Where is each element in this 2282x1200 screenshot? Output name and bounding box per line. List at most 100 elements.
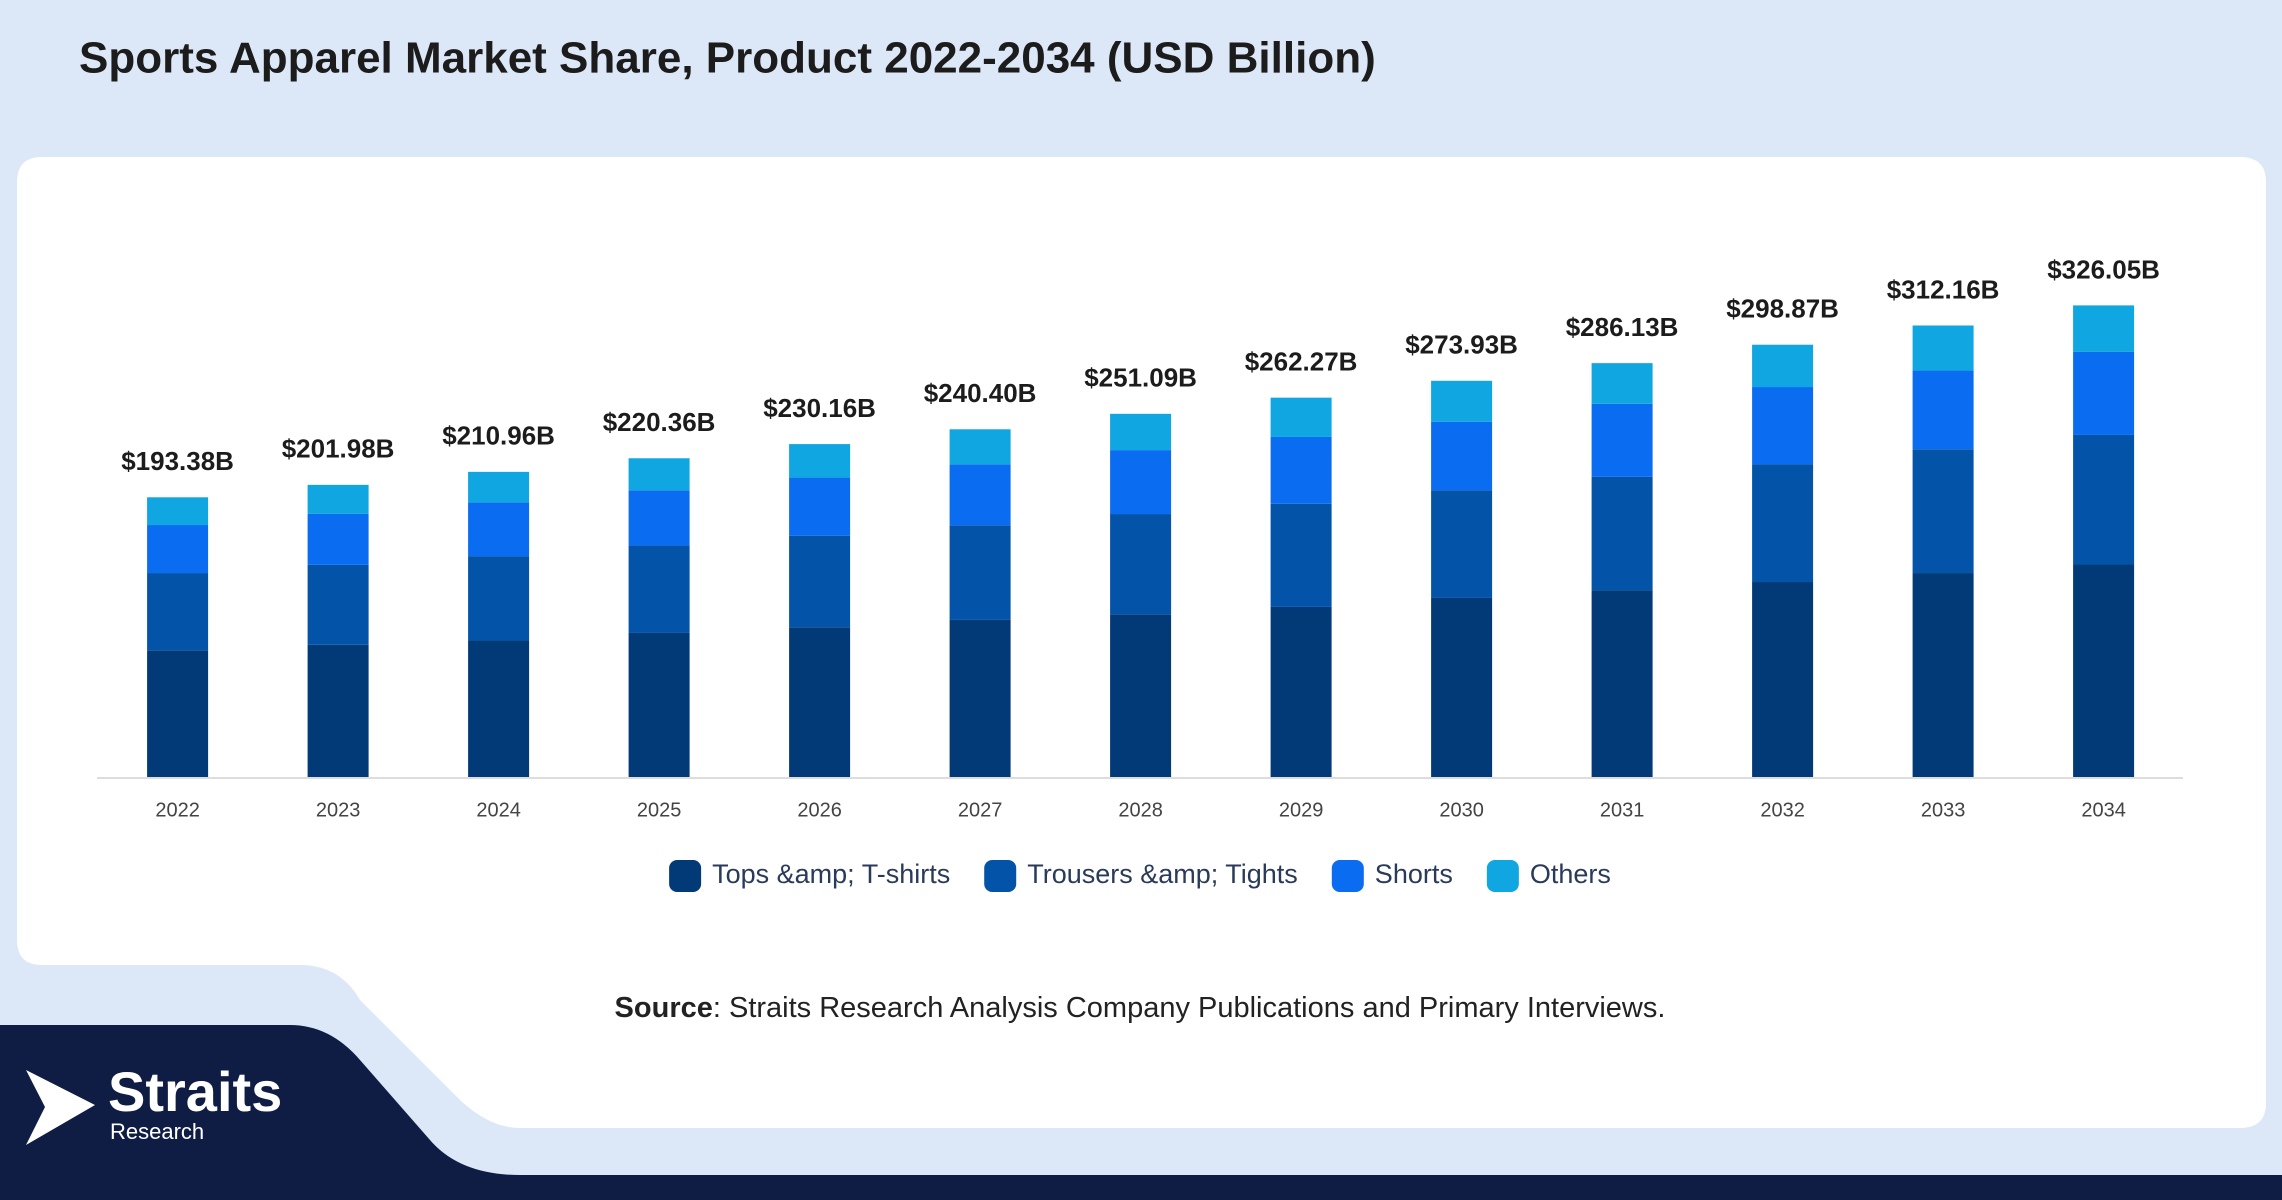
bar-segment [1110,450,1172,515]
total-label: $201.98B [282,434,395,464]
bar-segment [1912,573,1974,777]
bar-segment [468,556,530,641]
bar-segment [949,525,1011,620]
legend-item: Trousers &amp; Tights [984,859,1298,892]
x-tick-label: 2034 [2081,799,2126,821]
bar-segment [789,535,851,628]
bar-segment [1591,590,1653,777]
x-tick-label: 2028 [1118,799,1163,821]
legend-swatch [669,860,702,892]
source-label: Source [615,992,713,1024]
bar-segment [1270,606,1332,777]
total-label: $312.16B [1887,274,2000,304]
bar-segment [1591,403,1653,477]
bar-segment [1591,476,1653,591]
bar-segment [789,444,851,478]
legend-item: Shorts [1331,859,1453,892]
bar-segment [789,477,851,536]
bar-segment [307,513,369,565]
bar-segment [628,490,690,546]
bar-segment [147,573,209,651]
legend-swatch [1331,860,1364,892]
bar-segment [1270,503,1332,607]
bar-segment [1110,614,1172,777]
bar-segment [2073,434,2135,565]
x-tick-label: 2026 [797,799,842,821]
bar-segment [1431,490,1493,598]
legend-label: Others [1530,859,1611,889]
total-label: $193.38B [121,446,234,476]
x-tick-label: 2022 [155,799,200,821]
x-tick-label: 2029 [1279,799,1324,821]
bar-segment [1110,514,1172,615]
bar-segment [1591,363,1653,404]
logo-subtitle: Research [110,1119,204,1144]
bar-segment [628,632,690,777]
legend-label: Shorts [1375,859,1453,889]
legend-swatch [1486,860,1519,892]
total-label: $240.40B [924,378,1037,408]
bar-segment [628,545,690,633]
x-tick-label: 2023 [316,799,361,821]
bar-segment [1752,464,1814,583]
total-label: $273.93B [1405,330,1518,360]
total-label: $251.09B [1084,363,1197,393]
bar-segment [1752,344,1814,388]
bar-segment [1912,325,1974,371]
total-label: $220.36B [603,407,716,437]
footer-band [0,1025,2282,1200]
total-label: $262.27B [1245,347,1358,377]
bar-segment [949,464,1011,526]
bar-segment [1912,449,1974,574]
legend-label: Trousers &amp; Tights [1027,859,1298,889]
logo-name: Straits [108,1060,282,1123]
x-tick-label: 2031 [1600,799,1645,821]
source-text: : Straits Research Analysis Company Publ… [713,992,1666,1024]
total-label: $298.87B [1726,294,1839,324]
total-label: $230.16B [763,393,876,423]
total-label: $286.13B [1566,312,1679,342]
x-tick-label: 2024 [476,799,521,821]
legend-swatch [984,860,1017,892]
bar-segment [147,650,209,777]
bar-segment [468,502,530,557]
bar-segment [147,525,209,574]
bar-segment [949,619,1011,777]
bar-segment [2073,351,2135,435]
x-tick-label: 2033 [1921,799,1966,821]
legend-label: Tops &amp; T-shirts [712,859,950,889]
x-tick-label: 2027 [958,799,1003,821]
bar-segment [307,484,369,514]
bar-segment [789,627,851,777]
chart-title: Sports Apparel Market Share, Product 202… [79,34,1376,83]
bar-segment [949,429,1011,465]
bar-segment [1431,380,1493,422]
legend: Tops &amp; T-shirts Trousers &amp; Tights… [669,859,1611,892]
bar-segment [1270,436,1332,504]
legend-item: Others [1486,859,1611,892]
bar-segment [307,644,369,777]
bar-segment [147,497,209,526]
x-tick-label: 2025 [637,799,682,821]
total-label: $210.96B [442,421,555,451]
bar-segment [1431,597,1493,777]
bar-segment [2073,564,2135,777]
legend-item: Tops &amp; T-shirts [669,859,950,892]
x-tick-label: 2030 [1439,799,1484,821]
bar-segment [1270,397,1332,437]
bar-segment [1912,370,1974,450]
x-tick-label: 2032 [1760,799,1805,821]
bar-segment [1431,421,1493,491]
bar-segment [468,471,530,503]
bar-segment [307,564,369,645]
bar-segment [1752,387,1814,465]
total-label: $326.05B [2047,254,2160,284]
bar-segment [628,458,690,491]
plot: $193.38B 2022 $201.98B 2023 $210.96B 2024 $220… [121,254,2160,821]
bar-segment [2073,305,2135,352]
logo-mark [26,1070,95,1145]
bar-segment [1752,582,1814,777]
bar-segment [468,640,530,777]
source-note: Source: Straits Research Analysis Compan… [615,992,1666,1024]
